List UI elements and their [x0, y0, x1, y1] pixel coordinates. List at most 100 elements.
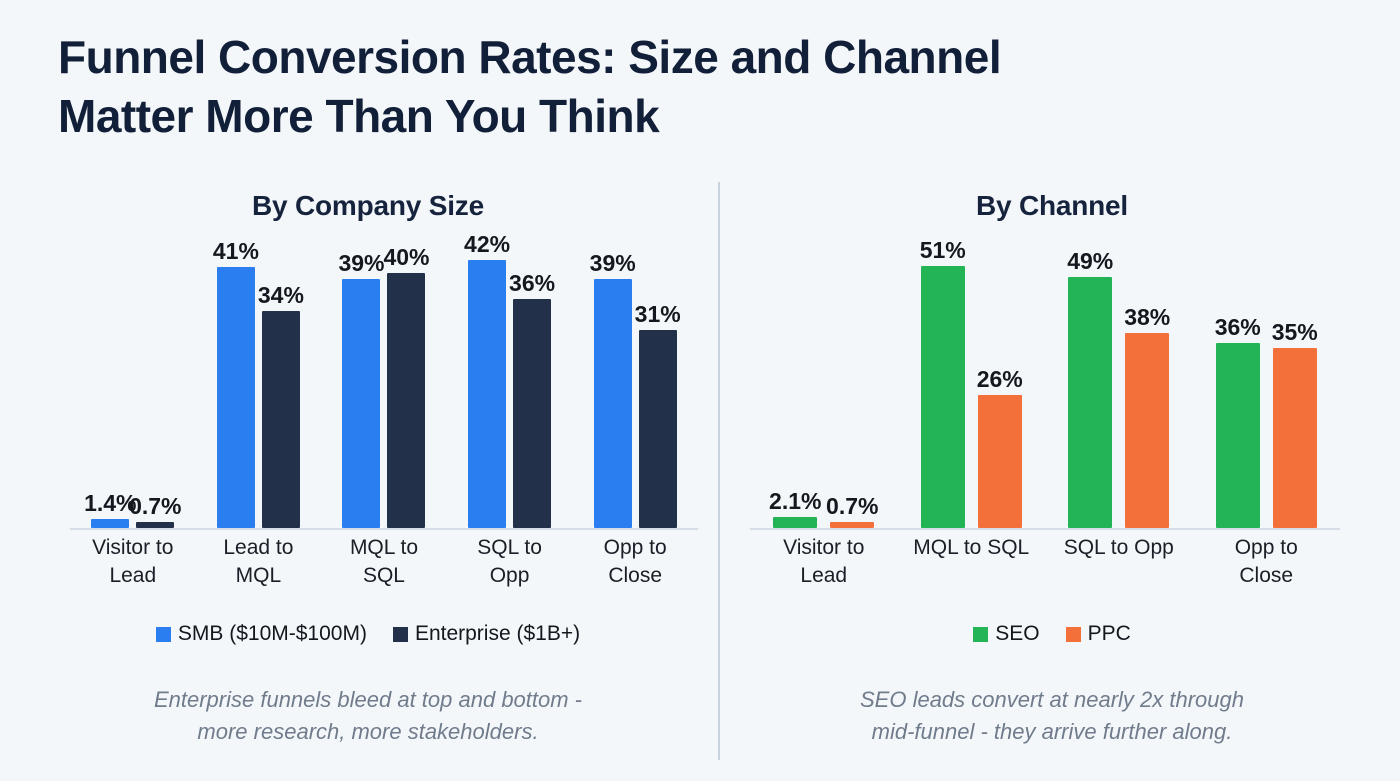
bar[interactable]: [136, 522, 175, 528]
bar[interactable]: [638, 330, 677, 528]
bar-group: 1.4% 0.7%: [70, 238, 196, 528]
panel-title-channel: By Channel: [975, 190, 1129, 221]
bar[interactable]: [513, 298, 552, 528]
bar[interactable]: [1125, 332, 1170, 528]
bar[interactable]: [1068, 276, 1113, 528]
bar-value-label: 36%: [1214, 314, 1261, 341]
bar-value-label: 35%: [1271, 319, 1318, 346]
category-label: Visitor to Lead: [92, 536, 174, 588]
bar[interactable]: [387, 273, 426, 528]
bar-wrapper: 49%: [1067, 249, 1113, 528]
bar-value-label: 51%: [919, 237, 966, 264]
bar-wrapper: 31%: [635, 303, 681, 528]
chart-panel-by-company-size: By Company Size 1.4% 0.7% 41% 34% 39% 40% 42% 3…: [18, 176, 718, 768]
legend-item[interactable]: SMB ($10M-$100M): [155, 622, 367, 646]
legend-label: Enterprise ($1B+): [414, 622, 581, 645]
bar-value-label: 40%: [383, 244, 430, 271]
legend-label: SMB ($10M-$100M): [177, 622, 367, 645]
category-label: Opp to Close: [603, 536, 667, 588]
bar-value-label: 39%: [589, 250, 636, 277]
bar-value-label: 49%: [1067, 247, 1114, 274]
legend-label: SEO: [995, 622, 1040, 645]
legend-company-size: SMB ($10M-$100M) Enterprise ($1B+): [18, 622, 718, 646]
category-label: MQL to SQL: [913, 536, 1030, 559]
x-axis-line: [750, 528, 1340, 530]
chart-panel-by-channel: By Channel 2.1% 0.7% 51% 26% 49% 38% 36% 35% Vi…: [722, 176, 1382, 768]
bar[interactable]: [468, 260, 507, 528]
bar[interactable]: [261, 311, 300, 528]
bar-group: 2.1% 0.7%: [750, 238, 898, 528]
category-label: Opp to Close: [1234, 536, 1298, 588]
category-labels-company-size: Visitor to Lead Lead to MQL MQL to SQL SQL …: [18, 534, 718, 591]
bar-wrapper: 0.7%: [129, 495, 182, 528]
bar-value-label: 31%: [634, 301, 681, 328]
bar-value-label: 26%: [976, 365, 1023, 392]
bar[interactable]: [216, 266, 255, 528]
bar-wrapper: 35%: [1272, 321, 1318, 528]
legend-label: PPC: [1087, 622, 1131, 645]
bar-group: 42% 36%: [447, 233, 573, 528]
bar-value-label: 2.1%: [769, 488, 822, 515]
bar-wrapper: 40%: [383, 246, 430, 528]
bar-value-label: 34%: [257, 282, 304, 309]
plot-area-company-size: 1.4% 0.7% 41% 34% 39% 40% 42% 36% 39% 31%: [18, 233, 718, 530]
bar-group: 49% 38%: [1045, 238, 1193, 528]
bar[interactable]: [920, 266, 965, 528]
legend-item[interactable]: Enterprise ($1B+): [392, 622, 581, 646]
bar-value-label: 42%: [464, 231, 511, 258]
page-title: Funnel Conversion Rates: Size and Channe…: [58, 31, 1002, 142]
bar-wrapper: 39%: [338, 252, 385, 528]
bar-group: 36% 35%: [1193, 238, 1341, 528]
bar-groups-company-size: 1.4% 0.7% 41% 34% 39% 40% 42% 36% 39% 31%: [18, 233, 718, 528]
category-labels-channel: Visitor to Lead MQL to SQL SQL to Opp Opp t…: [722, 534, 1382, 591]
bar-wrapper: 26%: [977, 367, 1023, 528]
bar-wrapper: 0.7%: [826, 495, 878, 528]
bar[interactable]: [1215, 343, 1260, 528]
bar-group: 51% 26%: [898, 238, 1046, 528]
bar-wrapper: 42%: [464, 233, 510, 528]
bar-value-label: 41%: [212, 237, 259, 264]
panel-divider: [718, 182, 720, 760]
bar-wrapper: 2.1%: [769, 490, 821, 528]
bar-value-label: 1.4%: [84, 490, 137, 517]
plot-area-channel: 2.1% 0.7% 51% 26% 49% 38% 36% 35%: [722, 238, 1382, 530]
bar-wrapper: 39%: [590, 252, 636, 528]
legend-item[interactable]: PPC: [1065, 622, 1131, 646]
bar-wrapper: 36%: [509, 271, 555, 528]
bar-group: 39% 31%: [572, 238, 698, 528]
bar-wrapper: 1.4%: [84, 492, 137, 528]
category-label: Visitor to Lead: [783, 536, 865, 588]
caption-company-size: Enterprise funnels bleed at top and bott…: [153, 687, 583, 744]
x-axis-line: [70, 528, 698, 530]
category-label: MQL to SQL: [349, 536, 419, 588]
caption-channel: SEO leads convert at nearly 2x through m…: [860, 687, 1244, 744]
bar-value-label: 38%: [1124, 303, 1171, 330]
legend-swatch-icon: [973, 626, 989, 642]
bar-wrapper: 41%: [213, 239, 259, 528]
legend-channel: SEO PPC: [722, 622, 1382, 646]
category-label: SQL to Opp: [477, 536, 542, 588]
bar-wrapper: 34%: [258, 284, 304, 528]
bar-value-label: 39%: [338, 250, 385, 277]
bar-wrapper: 51%: [920, 239, 966, 528]
bar[interactable]: [91, 519, 130, 528]
legend-swatch-icon: [1065, 626, 1081, 642]
bar-value-label: 36%: [509, 269, 556, 296]
bar[interactable]: [773, 517, 818, 528]
bar-group: 39% 40%: [321, 238, 447, 528]
bar-value-label: 0.7%: [826, 493, 879, 519]
category-label: Lead to MQL: [223, 536, 294, 588]
legend-item[interactable]: SEO: [973, 622, 1040, 646]
bar[interactable]: [977, 394, 1022, 528]
bar[interactable]: [593, 279, 632, 528]
panel-title-company-size: By Company Size: [252, 190, 484, 221]
bar-groups-channel: 2.1% 0.7% 51% 26% 49% 38% 36% 35%: [722, 238, 1382, 528]
bar-value-label: 0.7%: [129, 493, 182, 519]
bar[interactable]: [830, 522, 875, 528]
bar[interactable]: [342, 279, 381, 528]
legend-swatch-icon: [392, 626, 408, 642]
bar-group: 41% 34%: [196, 238, 322, 528]
legend-swatch-icon: [155, 626, 171, 642]
bar[interactable]: [1272, 348, 1317, 528]
bar-wrapper: 36%: [1215, 316, 1261, 528]
